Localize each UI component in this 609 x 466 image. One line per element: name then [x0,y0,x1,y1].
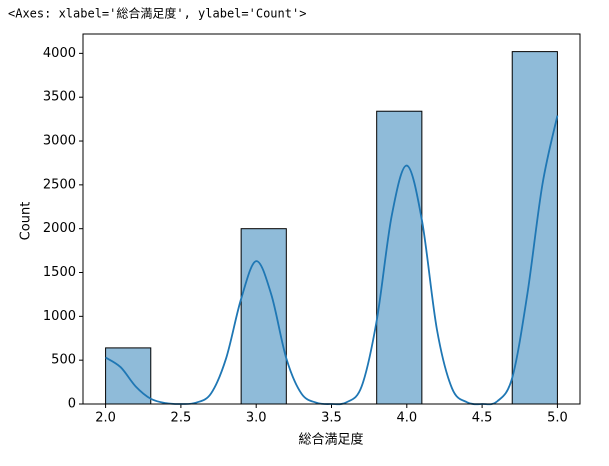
y-tick-label: 4000 [43,46,76,61]
chart-title: <Axes: xlabel='総合満足度', ylabel='Count'> [8,6,306,21]
kde-line [105,115,559,406]
y-tick-label: 2000 [43,221,76,236]
x-tick-label: 4.0 [396,411,417,426]
x-axis-label: 総合満足度 [298,432,363,448]
bar [240,228,287,405]
y-tick-label: 0 [68,397,76,412]
y-tick-label: 3500 [43,90,76,105]
bar [376,110,423,405]
x-tick-label: 5.0 [547,411,568,426]
y-tick-label: 500 [51,353,76,368]
y-axis-label: Count [19,202,34,241]
y-tick-label: 1000 [43,309,76,324]
plot-frame [82,33,581,405]
bar [511,51,558,405]
y-tick-label: 3000 [43,134,76,149]
x-tick-label: 2.0 [95,411,116,426]
y-tick-label: 1500 [43,265,76,280]
x-tick-label: 4.5 [472,411,493,426]
x-tick-label: 3.0 [246,411,267,426]
x-tick-label: 3.5 [321,411,342,426]
x-tick-label: 2.5 [171,411,192,426]
y-tick-label: 2500 [43,177,76,192]
